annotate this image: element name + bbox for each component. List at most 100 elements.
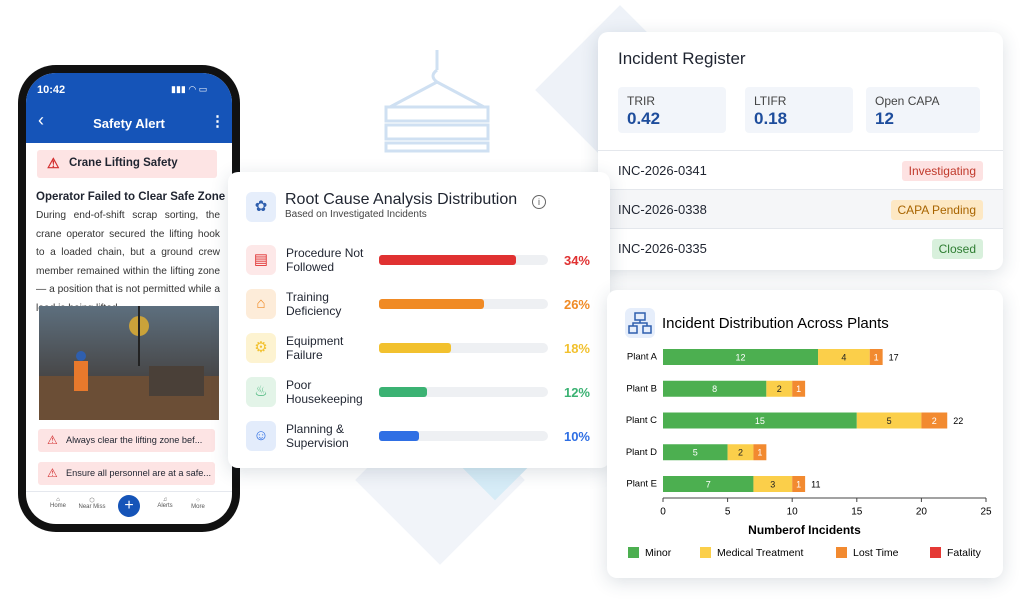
kpi-label: LTIFR [754,94,787,108]
legend-label: Minor [645,547,672,559]
legend-label: Fatality [947,547,982,559]
nav-label: More [191,504,205,510]
legend-swatch [700,547,711,558]
segment-label: 5 [887,416,892,426]
y-tick-label: Plant A [627,352,658,363]
bar [379,299,484,309]
card-title: Incident Distribution Across Plants [662,315,889,332]
bar-segment [727,444,754,461]
phone: 10:42 ▮▮▮ ◠ ▭ ‹ Safety Alert ⋮ ⚠ Crane L… [18,65,240,532]
screen-title: Safety Alert [93,116,165,131]
bar-segment [753,444,767,461]
nav-add[interactable]: + [118,495,140,517]
incident-id: INC-2026-0341 [618,163,707,178]
segment-label: 5 [693,448,698,458]
register-row: INC-2026-0338 CAPA Pending [598,189,1003,228]
phone-screen: 10:42 ▮▮▮ ◠ ▭ ‹ Safety Alert ⋮ ⚠ Crane L… [26,73,232,524]
segment-label: 3 [770,479,775,489]
bar-segment [753,476,793,492]
x-tick-label: 15 [851,507,863,518]
incident-photo [39,306,219,420]
root-cause-card: ✿ Root Cause Analysis Distribution Based… [228,172,610,468]
y-tick-label: Plant B [626,383,657,394]
status-chip: Closed [931,239,983,259]
bar-track [379,343,548,353]
bar-segment [663,412,857,429]
row-icon: ♨ [246,377,276,407]
legend-label: Lost Time [853,547,899,559]
bar-segment [856,412,922,429]
segment-label: 2 [932,416,937,426]
legend-swatch [628,547,639,558]
bar-segment [818,349,870,365]
register-row: INC-2026-0335 Closed [598,228,1003,267]
card-icon-glyph [628,312,652,334]
alert-heading: Operator Failed to Clear Safe Zone [36,191,226,203]
kpi-label: Open CAPA [875,94,940,108]
segment-label: 2 [738,448,743,458]
plants-chart: Incident Distribution Across Plants 0 5 10… [625,308,992,559]
bottom-nav: ⌂ Home ⬡ Near Miss + ♫ Alerts ⁘ More [26,491,232,524]
bar-segment [921,412,948,429]
crane-icon [384,50,490,153]
alert-body: During end-of-shift scrap sorting, the c… [36,210,220,314]
row-icon: ☺ [246,421,276,451]
legend-label: Medical Treatment [717,547,803,559]
row-label: Poor Housekeeping [286,378,363,406]
back-button[interactable]: ‹ [38,110,44,130]
segment-label: 1 [874,352,879,362]
info-icon[interactable]: i [532,195,546,209]
bar-track [379,387,548,397]
alert-text: Crane Lifting Safety [69,157,178,169]
kpi-box: Open CAPA 12 [866,87,980,133]
bar-segment [869,349,883,365]
bar-segment [663,380,767,397]
kpi-label: TRIR [627,94,655,108]
kpi-value: 12 [875,109,894,128]
incident-id: INC-2026-0335 [618,241,707,256]
x-tick-label: 0 [660,507,666,518]
tip-text: Ensure all personnel are at a safe... [66,468,212,478]
menu-button[interactable]: ⋮ [210,113,225,130]
kpi-value: 0.42 [627,109,661,128]
kpi-box: TRIR 0.42 [618,87,726,133]
x-tick-label: 10 [787,507,799,518]
bar [379,255,516,265]
y-tick-label: Plant D [626,447,657,458]
status-chip: CAPA Pending [890,200,983,220]
card-icon: ✿ [246,192,276,222]
bar-segment [792,380,806,397]
row-label: Planning & Supervision [286,422,349,450]
segment-label: 7 [706,479,711,489]
bar-segment [663,349,819,365]
tip-text: Always clear the lifting zone bef... [66,435,203,445]
bar [379,431,420,441]
alert-banner: ⚠ Crane Lifting Safety [37,150,217,178]
x-axis-title: Numberof Incidents [748,523,861,537]
warning-icon: ⚠ [47,433,58,447]
kpi-box: LTIFR 0.18 [745,87,853,133]
row-label: Training Deficiency [286,290,342,318]
incident-register-card: Incident Register TRIR 0.42 LTIFR 0.18 Open … [598,32,1003,270]
segment-label: 2 [777,384,782,394]
row-icon: ⚙ [246,333,276,363]
segment-label: 15 [755,416,765,426]
tip-banner: ⚠ Always clear the lifting zone bef... [38,429,215,452]
register-row: INC-2026-0341 Investigating [598,150,1003,189]
row-label: Equipment Failure [286,334,344,362]
nav-home[interactable]: ⌂ Home [49,497,66,509]
card-subtitle: Based on Investigated Incidents [285,209,427,220]
status-chip: Investigating [901,161,983,181]
x-tick-label: 25 [980,507,992,518]
nav-more[interactable]: ⁘ More [191,498,205,510]
total-label: 17 [889,352,899,362]
bar-segment [792,476,806,492]
nav-alerts[interactable]: ♫ Alerts [157,497,173,509]
warning-icon: ⚠ [47,466,58,480]
legend-swatch [836,547,847,558]
nav-near-miss[interactable]: ⬡ Near Miss [78,498,106,510]
row-icon: ▤ [246,245,276,275]
warning-icon: ⚠ [47,155,60,171]
